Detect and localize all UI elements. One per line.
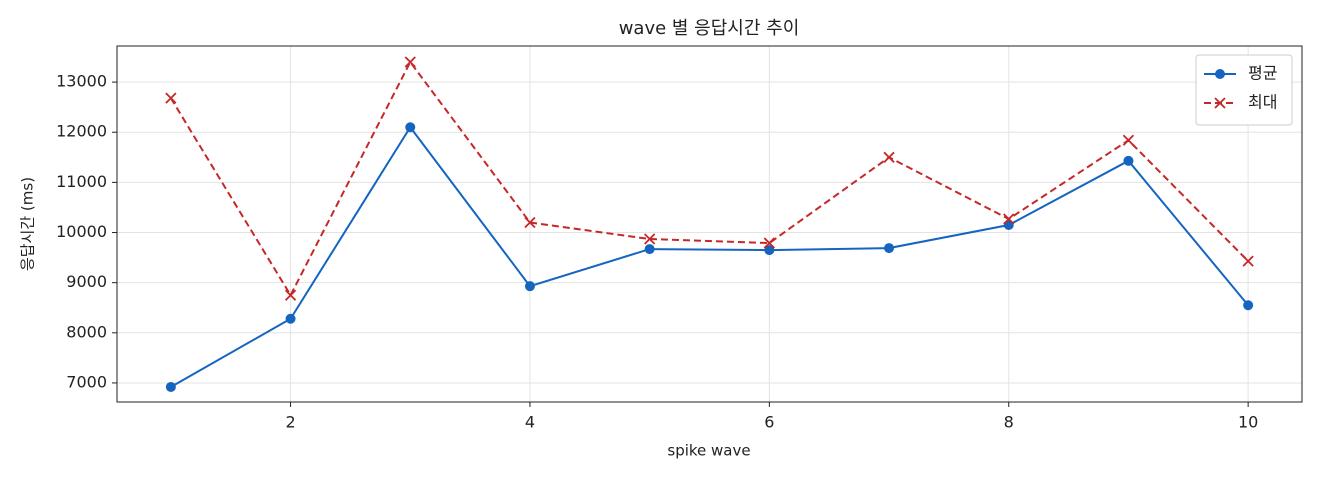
- y-tick-label: 7000: [66, 372, 107, 391]
- x-tick-label: 2: [285, 413, 295, 432]
- series-line: [170, 125, 1249, 388]
- legend-label: 평균: [1248, 64, 1277, 83]
- marker: [404, 56, 416, 68]
- marker: [884, 243, 895, 254]
- x-tick-label: 6: [764, 413, 774, 432]
- y-tick-label: 12000: [56, 122, 107, 141]
- legend-label: 최대: [1248, 93, 1277, 112]
- marker: [1123, 155, 1134, 166]
- chart-title: wave 별 응답시간 추이: [619, 18, 800, 39]
- marker: [1242, 255, 1254, 267]
- legend-marker: [1215, 69, 1225, 79]
- y-tick-label: 9000: [66, 272, 107, 291]
- marker: [405, 122, 416, 133]
- marker: [165, 92, 177, 104]
- y-tick-label: 13000: [56, 72, 107, 91]
- marker: [524, 281, 535, 292]
- y-tick-label: 8000: [66, 322, 107, 341]
- marker: [165, 381, 176, 392]
- y-axis-label: 응답시간 (ms): [19, 177, 37, 271]
- x-tick-label: 4: [525, 413, 535, 432]
- marker: [883, 151, 895, 163]
- marker: [644, 233, 656, 245]
- marker: [763, 237, 775, 249]
- marker: [1003, 213, 1015, 225]
- series-line: [170, 60, 1249, 298]
- legend-box: [1195, 54, 1293, 126]
- x-tick-label: 8: [1004, 413, 1014, 432]
- marker: [284, 289, 297, 301]
- marker: [524, 216, 536, 229]
- marker: [764, 245, 775, 256]
- x-axis-label: spike wave: [667, 442, 750, 460]
- marker: [644, 244, 655, 255]
- marker: [285, 313, 296, 324]
- plot-frame: [116, 45, 1303, 403]
- marker: [1243, 300, 1254, 311]
- marker: [1122, 134, 1135, 146]
- legend-marker: [1214, 97, 1226, 109]
- y-tick-label: 11000: [56, 172, 107, 191]
- y-tick-label: 10000: [56, 222, 107, 241]
- x-tick-label: 10: [1238, 413, 1258, 432]
